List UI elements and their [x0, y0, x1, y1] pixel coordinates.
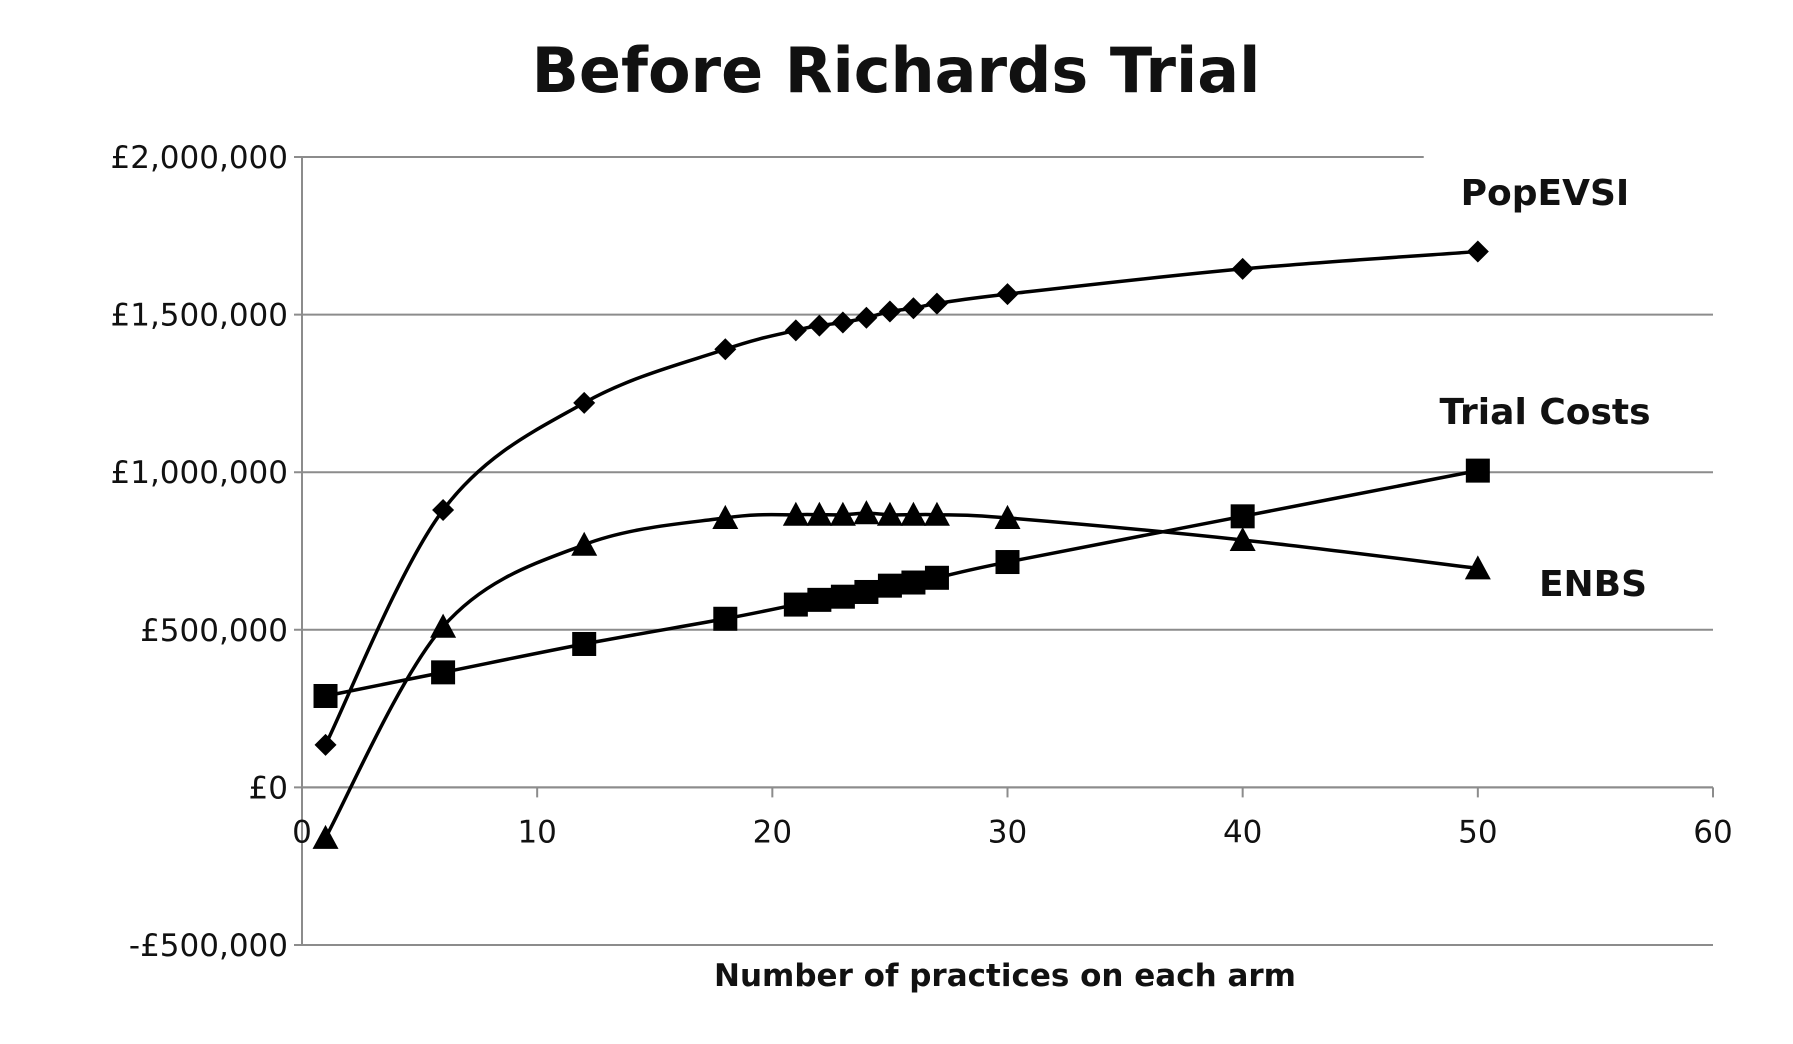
trial-costs-point: [901, 570, 926, 595]
trial-costs-point: [854, 579, 879, 604]
popevsi-point: [878, 300, 901, 323]
popevsi-point: [1466, 240, 1489, 263]
enbs-point: [571, 531, 598, 556]
popevsi-point: [714, 338, 737, 361]
y-tick-label: £1,500,000: [111, 298, 289, 334]
enbs-point: [782, 501, 809, 526]
trial-costs-point: [877, 573, 902, 598]
x-tick-label: 20: [753, 814, 792, 850]
chart-title: Before Richards Trial: [532, 34, 1261, 107]
popevsi-point: [432, 499, 455, 522]
series-labels: PopEVSI Trial Costs ENBS: [1439, 173, 1650, 605]
popevsi-point: [996, 283, 1019, 306]
popevsi-point: [855, 306, 878, 329]
x-tick-label: 50: [1458, 814, 1497, 850]
y-tick-label: £1,000,000: [111, 455, 289, 491]
x-tick-label: 0: [292, 814, 312, 850]
series-label-enbs: ENBS: [1539, 564, 1647, 605]
y-tick-label: £0: [249, 770, 288, 806]
enbs-point: [712, 504, 739, 529]
series-enbs: [312, 500, 1491, 849]
popevsi-point: [314, 733, 337, 756]
series-line-popevsi: [323, 249, 1478, 746]
enbs-point: [853, 500, 880, 525]
enbs-point: [994, 504, 1021, 529]
trial-costs-point: [807, 587, 832, 612]
enbs-point: [829, 501, 856, 526]
popevsi-point: [1231, 257, 1254, 280]
popevsi-point: [831, 311, 854, 334]
trial-costs-point: [431, 660, 456, 685]
trial-costs-point: [924, 565, 949, 590]
x-tick-label: 30: [988, 814, 1027, 850]
popevsi-point: [902, 297, 925, 320]
enbs-point: [1464, 555, 1491, 580]
enbs-point: [900, 501, 927, 526]
plot-area: [312, 240, 1491, 849]
series-label-popevsi: PopEVSI: [1461, 173, 1630, 214]
popevsi-point: [925, 292, 948, 315]
series-label-trial-costs: Trial Costs: [1439, 392, 1650, 433]
series-line-enbs: [323, 511, 1479, 839]
enbs-point: [312, 824, 339, 849]
enbs-point: [876, 501, 903, 526]
trial-costs-point: [995, 550, 1020, 575]
popevsi-point: [784, 319, 807, 342]
popevsi-point: [573, 391, 596, 414]
trial-costs-point: [830, 584, 855, 609]
trial-costs-point: [783, 592, 808, 617]
series-popevsi: [314, 240, 1489, 756]
enbs-point: [923, 501, 950, 526]
trial-costs-point: [1465, 458, 1490, 483]
y-tick-label: £2,000,000: [111, 140, 289, 176]
trial-costs-point: [572, 631, 597, 656]
x-axis-label: Number of practices on each arm: [714, 958, 1296, 994]
series-trial-costs: [313, 458, 1490, 708]
trial-costs-point: [1230, 504, 1255, 529]
enbs-point: [430, 613, 457, 638]
x-tick-label: 60: [1693, 814, 1732, 850]
y-tick-label: -£500,000: [129, 928, 288, 964]
trial-costs-point: [313, 683, 338, 708]
axes: -£500,000 £0 £500,000 £1,000,000 £1,500,000 £…: [111, 140, 1733, 964]
x-tick-label: 40: [1223, 814, 1262, 850]
x-tick-label: 10: [517, 814, 556, 850]
trial-costs-point: [713, 606, 738, 631]
y-tick-label: £500,000: [140, 613, 288, 649]
popevsi-point: [808, 314, 831, 337]
enbs-point: [1229, 526, 1256, 552]
enbs-point: [806, 501, 833, 526]
